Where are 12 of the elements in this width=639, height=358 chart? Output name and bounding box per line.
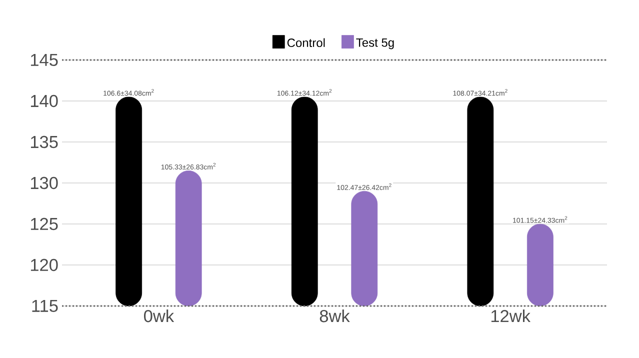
- x-tick-label: 8wk: [320, 310, 350, 322]
- x-tick-label: 12wk: [491, 310, 530, 322]
- legend-label: Test 5g: [356, 38, 394, 50]
- y-tick-label: 115: [32, 300, 58, 312]
- y-tick-label: 135: [30, 136, 58, 148]
- y-tick-label: 125: [30, 218, 58, 230]
- legend-label: Control: [287, 38, 325, 48]
- y-tick-label: 140: [30, 94, 58, 108]
- y-tick-label: 145: [30, 54, 58, 66]
- y-tick-label: 130: [30, 176, 58, 190]
- y-tick-label: 120: [30, 258, 58, 272]
- x-tick-label: 0wk: [144, 310, 174, 322]
